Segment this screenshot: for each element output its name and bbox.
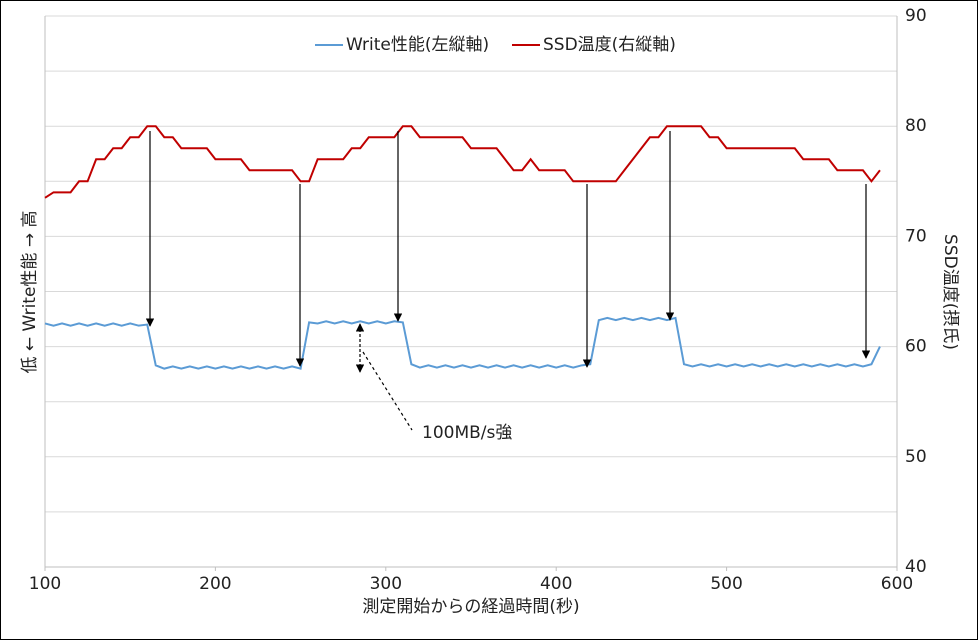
y-axis-label: 低 ← Write性能 → 高 [20,211,40,374]
x-tick-label: 300 [370,574,402,594]
x-tick-label: 200 [199,574,231,594]
legend-label: SSD温度(右縦軸) [543,35,676,55]
x-axis-label: 測定開始からの経過時間(秒) [362,597,579,617]
series-line [44,125,881,199]
y2-axis-label: SSD温度(摂氏) [940,234,960,350]
y2-tick-label: 70 [905,226,927,246]
x-tick-label: 600 [881,574,913,594]
x-tick-label: 400 [540,574,572,594]
grid [45,15,897,568]
x-tick-label: 100 [29,574,61,594]
series-line [44,316,881,370]
y2-tick-label: 90 [905,6,927,26]
x-tick-label: 500 [710,574,742,594]
annotation: 100MB/s強 [422,423,512,443]
lines [44,125,881,370]
y2-tick-label: 40 [905,557,927,577]
y2-tick-label: 60 [905,337,927,357]
y2-tick-label: 80 [905,116,927,136]
legend-label: Write性能(左縦軸) [346,35,489,55]
y2-tick-label: 50 [905,447,927,467]
arrows [145,131,871,431]
legend: Write性能(左縦軸) SSD温度(右縦軸) [315,35,676,55]
